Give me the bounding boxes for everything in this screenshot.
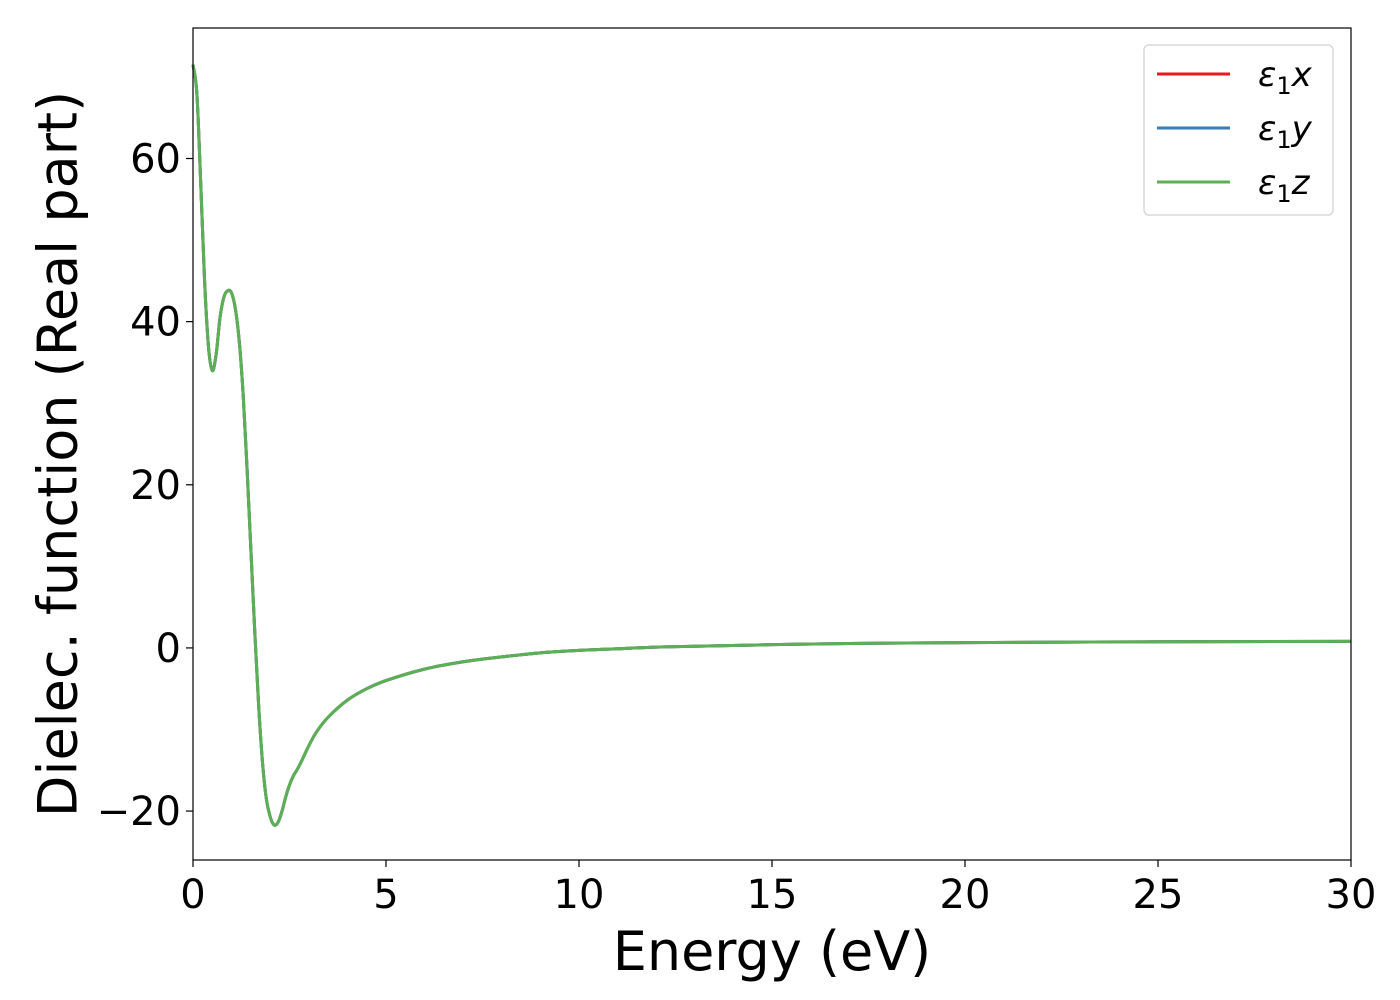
y-axis-label: Dielec. function (Real part) bbox=[27, 91, 90, 817]
y-axis-ticks: −20 0 20 40 60 bbox=[97, 137, 193, 835]
legend-label-z: ε1z bbox=[1258, 163, 1311, 208]
x-axis-label: Energy (eV) bbox=[613, 920, 932, 983]
y-tick-label: 60 bbox=[130, 137, 181, 183]
y-tick-label: −20 bbox=[97, 789, 181, 835]
x-tick-label: 15 bbox=[747, 872, 798, 918]
x-tick-label: 20 bbox=[940, 872, 991, 918]
series-layer bbox=[191, 64, 1352, 827]
y-tick-label: 20 bbox=[130, 463, 181, 509]
x-tick-label: 30 bbox=[1326, 872, 1377, 918]
x-tick-label: 0 bbox=[180, 872, 205, 918]
series-line-z bbox=[191, 64, 1352, 827]
y-tick-label: 40 bbox=[130, 300, 181, 346]
x-tick-label: 10 bbox=[554, 872, 605, 918]
y-tick-label: 0 bbox=[156, 626, 181, 672]
x-tick-label: 25 bbox=[1133, 872, 1184, 918]
x-axis-ticks: 0 5 10 15 20 25 30 bbox=[180, 860, 1376, 918]
legend: ε1x ε1y ε1z bbox=[1143, 44, 1334, 216]
legend-box bbox=[1143, 44, 1334, 216]
legend-label-x: ε1x bbox=[1258, 55, 1313, 100]
x-tick-label: 5 bbox=[373, 872, 398, 918]
legend-label-y: ε1y bbox=[1258, 109, 1313, 154]
